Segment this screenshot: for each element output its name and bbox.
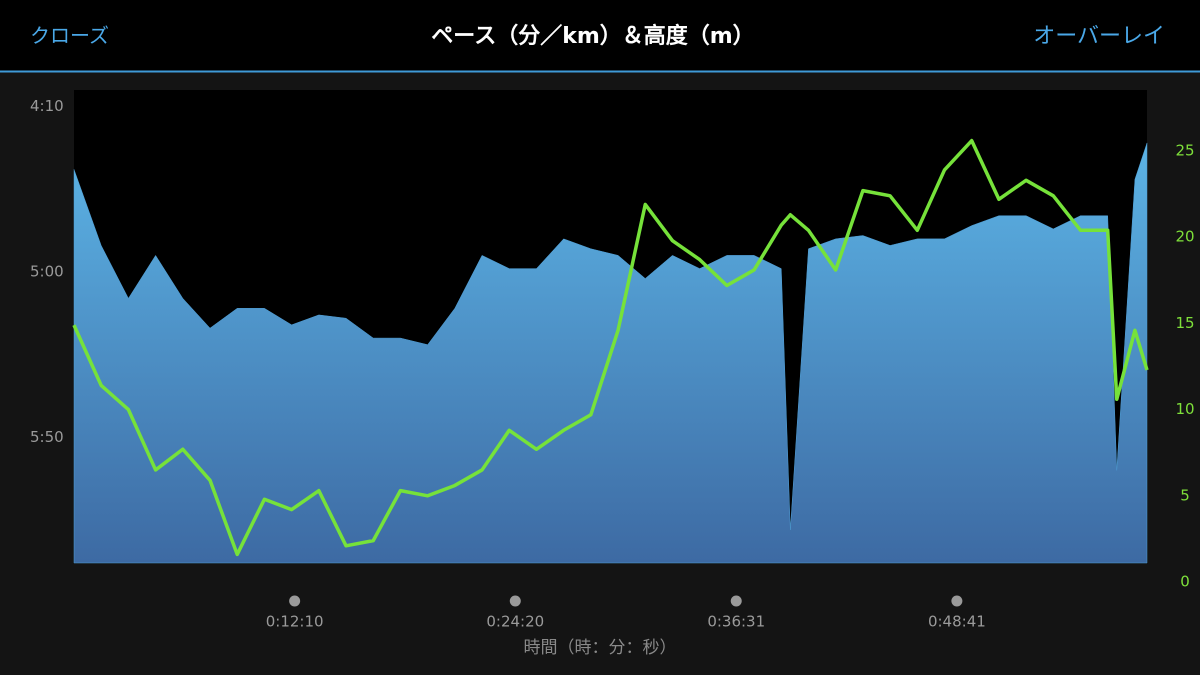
y2-tick-label: 25 — [1175, 142, 1194, 160]
overlay-button[interactable]: オーバーレイ — [1033, 24, 1165, 49]
y2-tick-label: 10 — [1175, 400, 1194, 418]
x-tick-dot — [951, 595, 963, 607]
header-bar — [0, 0, 1200, 71]
x-tick-label: 0:36:31 — [707, 613, 765, 631]
y-tick-label: 5:00 — [30, 262, 64, 280]
y2-tick-label: 0 — [1180, 573, 1190, 591]
y2-tick-label: 20 — [1175, 228, 1194, 246]
elevation-line — [72, 138, 1149, 557]
x-tick-dot — [289, 595, 301, 607]
x-axis-label: 時間（時：分：秒） — [524, 638, 677, 658]
y-tick-label: 5:50 — [30, 428, 64, 446]
x-tick-label: 0:12:10 — [266, 613, 324, 631]
chart-title: ペース（分／km）＆高度（m） — [431, 23, 754, 49]
y2-tick-label: 15 — [1175, 314, 1194, 332]
x-tick-dot — [730, 595, 742, 607]
x-tick-label: 0:48:41 — [928, 613, 986, 631]
close-button[interactable]: クローズ — [30, 24, 109, 48]
x-tick-label: 0:24:20 — [486, 613, 544, 631]
y-tick-label: 4:10 — [30, 97, 64, 115]
y2-tick-label: 5 — [1180, 486, 1190, 504]
x-tick-dot — [509, 595, 521, 607]
